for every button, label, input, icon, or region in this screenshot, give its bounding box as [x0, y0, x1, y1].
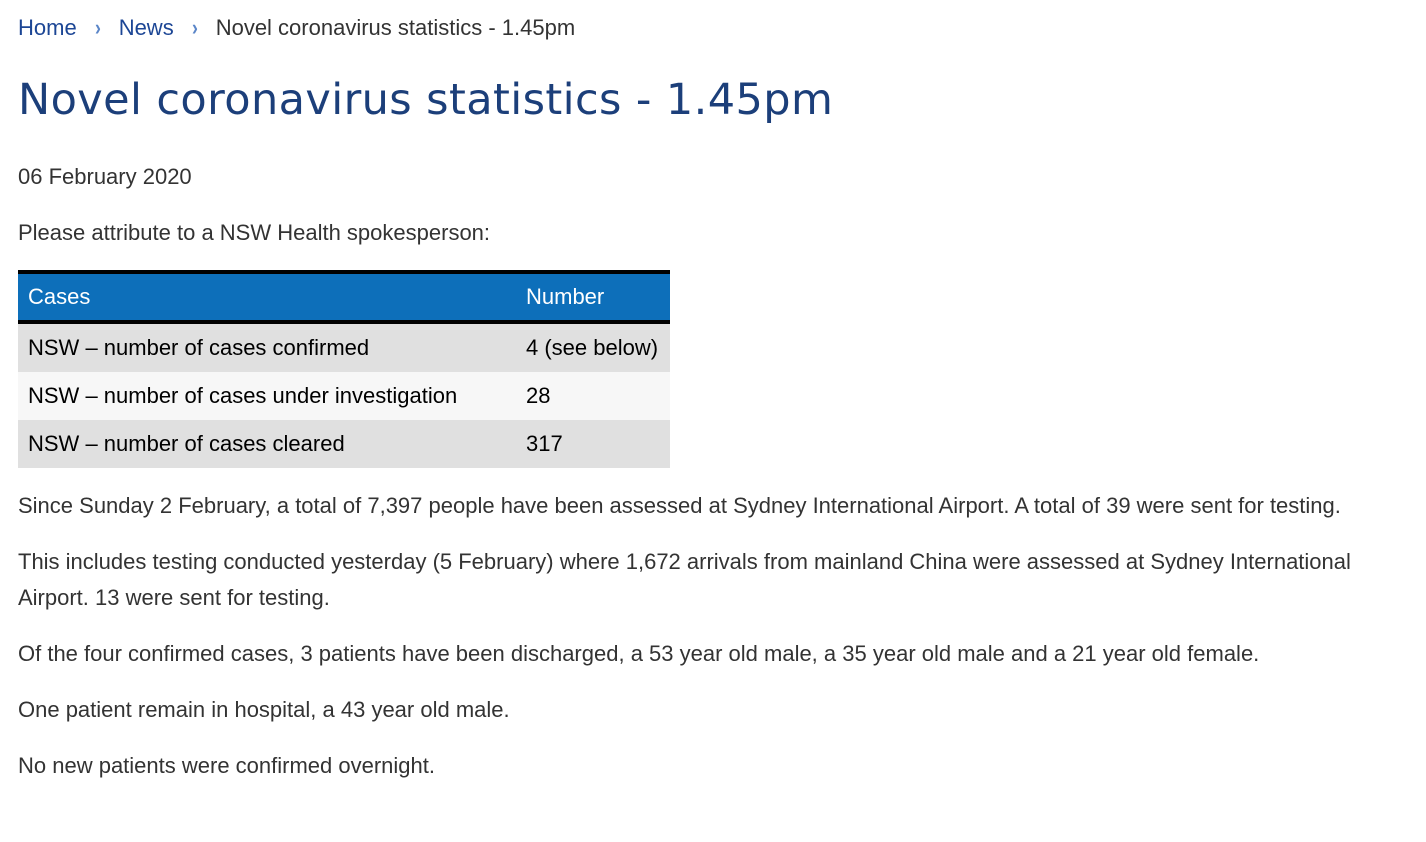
- paragraph: Of the four confirmed cases, 3 patients …: [18, 641, 1260, 666]
- chevron-right-icon: ›: [94, 15, 101, 40]
- breadcrumb-news-link[interactable]: News: [118, 15, 174, 40]
- article-body: Since Sunday 2 February, a total of 7,39…: [18, 488, 1408, 784]
- publish-date: 06 February 2020: [18, 164, 192, 189]
- table-row: NSW – number of cases cleared 317: [18, 420, 670, 468]
- column-header-cases: Cases: [18, 272, 516, 324]
- table-cell-case: NSW – number of cases cleared: [18, 420, 516, 468]
- table-cell-case: NSW – number of cases confirmed: [18, 322, 516, 372]
- table-row: NSW – number of cases confirmed 4 (see b…: [18, 322, 670, 372]
- paragraph: No new patients were confirmed overnight…: [18, 753, 435, 778]
- attribution-text: Please attribute to a NSW Health spokesp…: [18, 220, 491, 245]
- statistics-table: Cases Number NSW – number of cases confi…: [18, 270, 670, 468]
- breadcrumb-current: Novel coronavirus statistics - 1.45pm: [215, 15, 576, 40]
- table-header-row: Cases Number: [18, 272, 670, 324]
- page-title: Novel coronavirus statistics - 1.45pm: [18, 75, 834, 125]
- paragraph: One patient remain in hospital, a 43 yea…: [18, 697, 510, 722]
- table-cell-case: NSW – number of cases under investigatio…: [18, 372, 516, 420]
- article-page: Home › News › Novel coronavirus statisti…: [18, 0, 1408, 784]
- breadcrumb-home-link[interactable]: Home: [18, 15, 77, 40]
- table-cell-number: 317: [516, 420, 670, 468]
- paragraph: Since Sunday 2 February, a total of 7,39…: [18, 493, 1341, 518]
- paragraph: This includes testing conducted yesterda…: [18, 549, 1351, 610]
- table-cell-number: 4 (see below): [516, 322, 670, 372]
- breadcrumb: Home › News › Novel coronavirus statisti…: [18, 0, 1408, 56]
- chevron-right-icon: ›: [191, 15, 198, 40]
- table-row: NSW – number of cases under investigatio…: [18, 372, 670, 420]
- column-header-number: Number: [516, 272, 670, 324]
- table-cell-number: 28: [516, 372, 670, 420]
